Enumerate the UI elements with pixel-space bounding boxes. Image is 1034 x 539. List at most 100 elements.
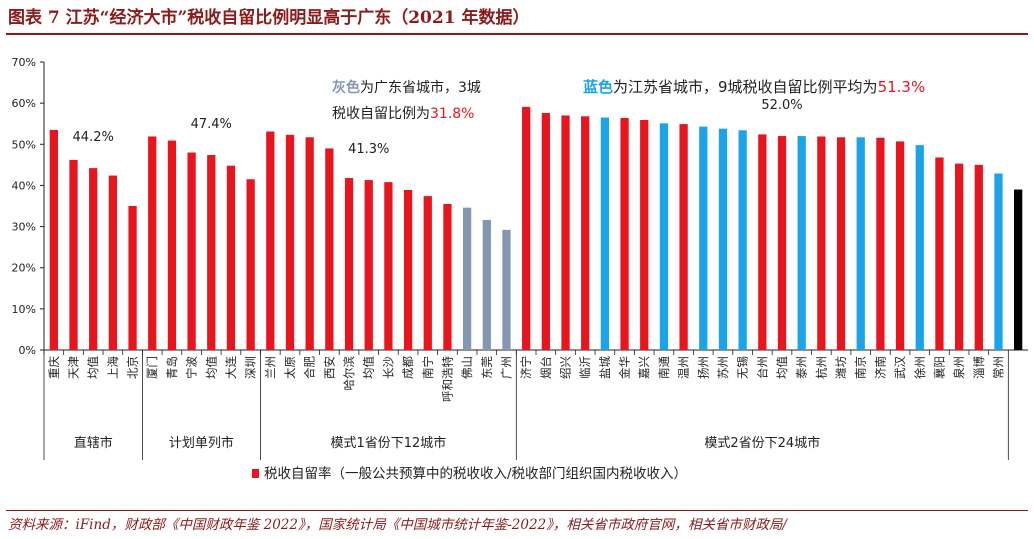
y-tick-label: 50% — [12, 138, 36, 151]
bar — [148, 136, 157, 350]
bars — [49, 106, 1023, 351]
bar — [994, 173, 1003, 350]
x-tick-label: 武汉 — [893, 356, 907, 379]
x-tick-label: 上海 — [106, 356, 120, 379]
x-tick-label: 南京 — [854, 356, 868, 379]
bar — [1014, 189, 1023, 350]
x-tick-label: 广州 — [499, 356, 513, 379]
bar — [344, 178, 354, 350]
x-tick-label: 兰州 — [263, 356, 277, 379]
x-tick-label: 南通 — [657, 356, 671, 379]
data-label: 47.4% — [191, 117, 232, 132]
page-title: 图表 7 江苏“经济大市”税收自留比例明显高于广东（2021 年数据） — [8, 8, 530, 28]
y-tick-label: 30% — [12, 221, 36, 234]
bar — [226, 165, 236, 350]
x-tick-label: 佛山 — [460, 356, 474, 379]
legend-label: 税收自留率（一般公共预算中的税收收入/税收部门组织国内税收收入） — [264, 465, 687, 482]
bar — [443, 203, 452, 350]
bar — [954, 163, 964, 350]
x-tick-label: 均值 — [362, 356, 376, 379]
blue-note-value: 51.3% — [878, 78, 926, 96]
x-tick-label: 嘉兴 — [637, 356, 651, 379]
bar — [167, 140, 177, 350]
x-tick-label: 大连 — [224, 356, 238, 379]
x-tick-label: 襄阳 — [932, 356, 946, 379]
x-tick-label: 合肥 — [303, 356, 317, 379]
source-note: 资料来源：iFind，财政部《中国财政年鉴 2022》，国家统计局《中国城市统计… — [8, 517, 787, 533]
bar — [974, 164, 983, 350]
bar — [738, 130, 747, 350]
blue-annotation: 蓝色为江苏省城市，9城税收自留比例平均为51.3% — [583, 78, 925, 96]
x-tick-label: 临沂 — [578, 356, 592, 379]
x-tick-label: 常州 — [991, 356, 1005, 379]
bar — [777, 136, 787, 350]
bar — [384, 182, 393, 350]
bar — [502, 229, 511, 350]
svg-text:蓝色为江苏省城市，9城税收自留比例平均为51.3%: 蓝色为江苏省城市，9城税收自留比例平均为51.3% — [583, 78, 925, 96]
bar — [541, 113, 550, 350]
bar — [581, 116, 590, 351]
x-tick-label: 南宁 — [421, 356, 435, 379]
bar — [187, 152, 196, 350]
gray-note-keyword: 灰色 — [332, 79, 360, 96]
x-tick-label: 均值 — [86, 356, 100, 379]
x-tick-label: 泉州 — [952, 356, 966, 379]
bar — [522, 106, 531, 351]
x-tick-label: 杭州 — [814, 356, 828, 379]
x-tick-label: 深圳 — [244, 356, 258, 379]
x-tick-label: 淄博 — [972, 356, 986, 379]
bar — [207, 154, 216, 350]
bar — [423, 196, 432, 350]
bar — [718, 128, 728, 350]
x-tick-label: 潍坊 — [834, 356, 848, 379]
bar-chart: 0% 10% 20% 30% 40% 50% 60% 70% 44.2% 47.4% 41.3% 5… — [12, 56, 1028, 482]
group-label: 计划单列市 — [169, 435, 234, 451]
bar — [69, 159, 78, 350]
y-tick-label: 10% — [12, 303, 36, 316]
data-label: 44.2% — [73, 130, 114, 145]
x-tick-label: 天津 — [67, 356, 81, 379]
bar — [462, 207, 472, 350]
title-divider — [6, 33, 1028, 35]
group-label: 模式2省份下24城市 — [704, 435, 820, 451]
bar — [836, 137, 846, 350]
x-tick-label: 成都 — [401, 356, 415, 379]
bar — [935, 157, 944, 350]
x-tick-label: 金华 — [618, 356, 632, 379]
x-tick-label: 哈尔滨 — [342, 356, 356, 391]
x-tick-label: 均值 — [204, 356, 218, 379]
x-tick-label: 济南 — [873, 356, 887, 379]
x-tick-label: 宁波 — [185, 356, 199, 379]
x-tick-label: 温州 — [677, 356, 691, 379]
svg-text:灰色为广东省城市，3城: 灰色为广东省城市，3城 — [332, 79, 481, 96]
x-tick-label: 台州 — [755, 356, 769, 379]
legend-swatch — [252, 469, 259, 478]
bar — [305, 137, 314, 350]
footer-divider — [6, 510, 1028, 511]
blue-note-keyword: 蓝色 — [583, 78, 613, 96]
y-tick-label: 20% — [12, 262, 36, 275]
y-tick-label: 70% — [12, 56, 36, 69]
bar — [895, 141, 905, 350]
y-tick-label: 60% — [12, 97, 36, 110]
x-tick-label: 厦门 — [145, 356, 159, 379]
bar — [758, 134, 767, 350]
x-tick-label: 青岛 — [165, 356, 179, 379]
bar — [246, 179, 255, 350]
bar — [915, 145, 924, 350]
x-tick-label: 均值 — [775, 356, 789, 379]
bar — [817, 136, 826, 350]
legend: 税收自留率（一般公共预算中的税收收入/税收部门组织国内税收收入） — [252, 465, 687, 482]
bar — [482, 219, 491, 350]
x-tick-label: 无锡 — [736, 356, 750, 379]
x-tick-label: 烟台 — [539, 356, 553, 379]
data-label: 41.3% — [348, 142, 389, 157]
gray-note-text-2: 税收自留比例为 — [332, 106, 430, 122]
x-tick-label: 重庆 — [47, 356, 61, 379]
bar — [285, 134, 295, 350]
svg-text:税收自留比例为31.8%: 税收自留比例为31.8% — [332, 106, 474, 122]
bar — [600, 117, 610, 351]
bar — [89, 168, 98, 350]
gray-annotation: 灰色为广东省城市，3城 税收自留比例为31.8% — [332, 79, 481, 122]
x-tick-label: 北京 — [126, 356, 140, 379]
